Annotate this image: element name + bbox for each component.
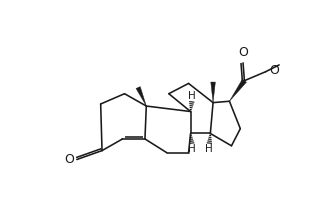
Polygon shape xyxy=(211,82,215,103)
Text: O: O xyxy=(64,153,74,166)
Polygon shape xyxy=(229,79,246,101)
Polygon shape xyxy=(136,87,146,106)
Text: H: H xyxy=(188,90,196,100)
Text: O: O xyxy=(269,64,279,77)
Text: H: H xyxy=(205,145,213,155)
Text: O: O xyxy=(238,46,248,59)
Text: H: H xyxy=(188,145,196,155)
